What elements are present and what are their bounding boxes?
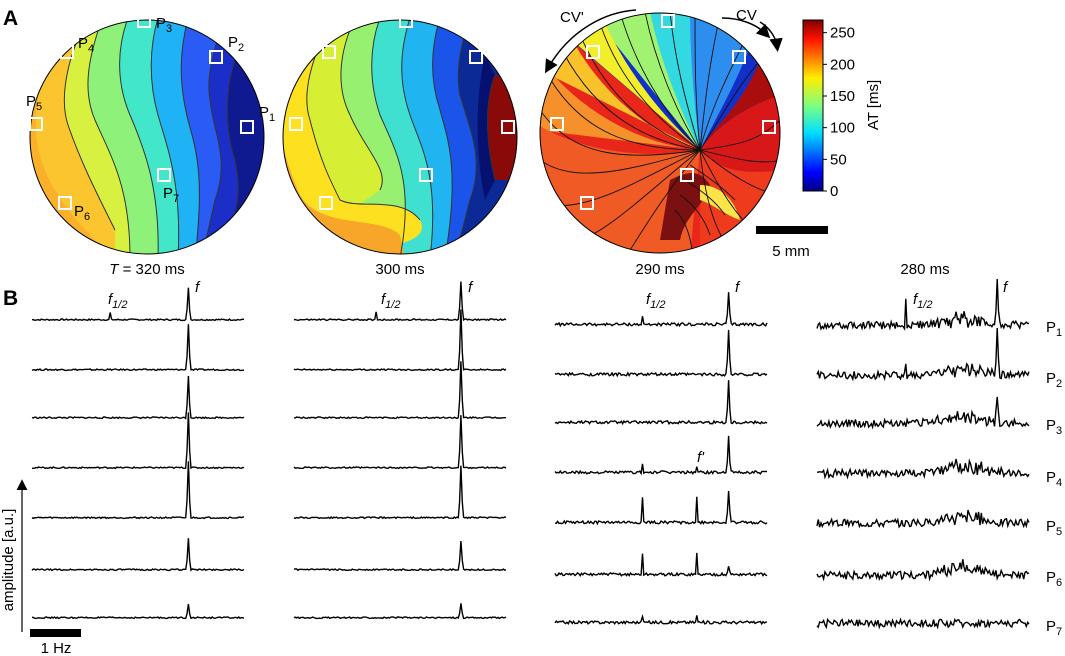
colorbar-tick-label: 50 [830,151,847,168]
colorbar-tick-label: 250 [830,25,855,42]
point-label-p5: P5 [26,93,42,113]
column-caption-280: 280 ms [900,261,949,278]
cv-prime-label: CV' [560,9,584,26]
point-label-p3: P3 [156,15,172,35]
spectrum-trace [554,614,768,626]
spectrum-trace [293,281,507,322]
spectrum-trace [293,603,507,620]
peak-label-f-col4: f [1003,279,1009,296]
spectrum-trace [816,509,1030,529]
spectrum-trace [816,278,1030,331]
spectrum-trace [293,361,506,420]
row-label: P6 [1046,569,1062,589]
spectra-grid [31,278,1030,630]
spectrum-trace [554,435,768,476]
peak-label-f-col2: f [468,279,474,296]
spectrum-trace [31,538,245,572]
row-label: P7 [1046,618,1062,638]
colorbar-tick-label: 150 [830,88,855,105]
activation-map-300: 300 ms [282,14,518,278]
spectrum-trace [293,465,507,520]
colorbar-label: AT [ms] [865,80,882,130]
point-label-p7: P7 [163,185,179,205]
spectrum-trace [31,287,245,322]
peak-label-fhalf-col2: f1/2 [381,291,400,311]
spectrum-trace [816,559,1030,582]
spectrum-trace [554,292,768,328]
panel-b-letter: B [3,287,18,310]
spectrum-trace [554,380,768,426]
row-label: P3 [1046,417,1062,437]
spectrum-trace [31,604,245,620]
spectrum-trace [31,375,245,420]
spectrum-trace [816,327,1030,382]
map-scalebar [756,226,828,234]
spectrum-trace [816,396,1030,430]
spectrum-trace [294,540,507,572]
point-label-p6: P6 [74,203,90,223]
cv-arrow [721,17,771,39]
spectrum-trace [31,461,245,520]
frequency-scalebar [30,629,81,637]
peak-label-f-col1: f [195,279,201,296]
point-labels: P1 P2 P3 P4 P5 P6 P7 [26,15,275,223]
spectrum-trace [293,415,507,470]
peak-label-fhalf-col4: f1/2 [913,291,932,311]
spectrum-trace [817,458,1030,480]
spectrum-trace [816,617,1030,630]
colorbar-gradient [802,19,824,192]
spectrum-trace [554,552,768,578]
colorbar: 0 50 100 150 200 250 AT [ms] [802,19,882,200]
cv-label: CV [736,7,757,24]
colorbar-tick-label: 0 [830,183,838,200]
spectrum-trace [554,329,768,378]
row-label: P4 [1046,469,1062,489]
row-label: P5 [1046,518,1062,538]
spectrum-trace [293,309,507,372]
point-label-p1: P1 [259,104,275,124]
peak-label-fprime: f' [697,449,705,466]
row-label: P2 [1046,370,1062,390]
map-scalebar-label: 5 mm [772,243,810,260]
map-caption-320: T = 320 ms [109,261,184,278]
peak-label-f-col3: f [735,279,741,296]
row-label: P1 [1046,319,1062,339]
cv-prime-arrow [544,9,637,74]
map-caption-300: 300 ms [375,261,424,278]
point-label-p4: P4 [78,35,94,55]
activation-map-290: CV CV' 290 ms [539,7,783,278]
spectrum-trace [31,412,245,470]
colorbar-tick-label: 100 [830,120,855,137]
panel-a-letter: A [3,7,18,30]
activation-map-320: P1 P2 P3 P4 P5 P6 P7 T = 320 ms [26,14,275,278]
amplitude-axis-label: amplitude [a.u.] [0,509,17,612]
point-label-p2: P2 [228,34,244,54]
spectrum-trace [31,324,244,372]
peak-label-fhalf-col1: f1/2 [108,291,127,311]
frequency-scalebar-label: 1 Hz [41,640,72,656]
map-caption-290: 290 ms [635,261,684,278]
peak-label-fhalf-col3: f1/2 [646,291,665,311]
spectrum-trace [554,491,768,526]
colorbar-tick-label: 200 [830,56,855,73]
